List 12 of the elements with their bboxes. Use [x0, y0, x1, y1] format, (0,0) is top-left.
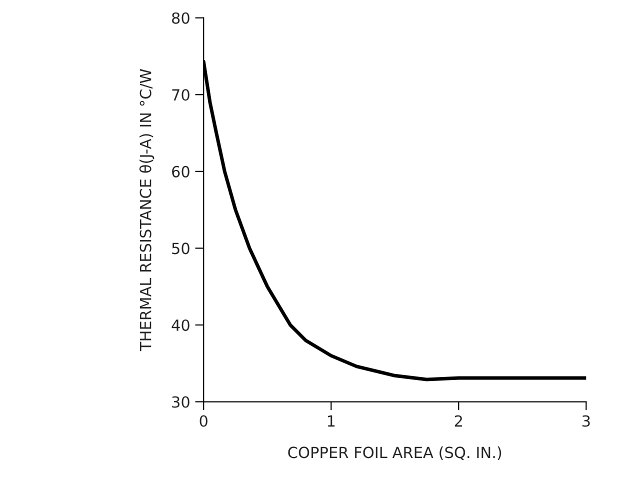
x-tick-label: 0 — [200, 415, 208, 427]
y-axis-title: THERMAL RESISTANCE θ(J-A) IN °C/W — [139, 69, 154, 352]
x-tick-label: 1 — [328, 415, 335, 427]
y-tick-label: 50 — [172, 242, 190, 254]
x-tick-label: 3 — [582, 415, 590, 427]
y-tick-label: 80 — [172, 12, 190, 24]
y-tick-label: 40 — [172, 319, 190, 331]
y-tick-label: 70 — [172, 89, 190, 101]
y-tick-label: 30 — [172, 396, 190, 408]
x-axis-title: COPPER FOIL AREA (SQ. IN.) — [288, 446, 502, 460]
y-tick-label: 60 — [172, 166, 190, 178]
x-tick-label: 2 — [454, 415, 462, 427]
